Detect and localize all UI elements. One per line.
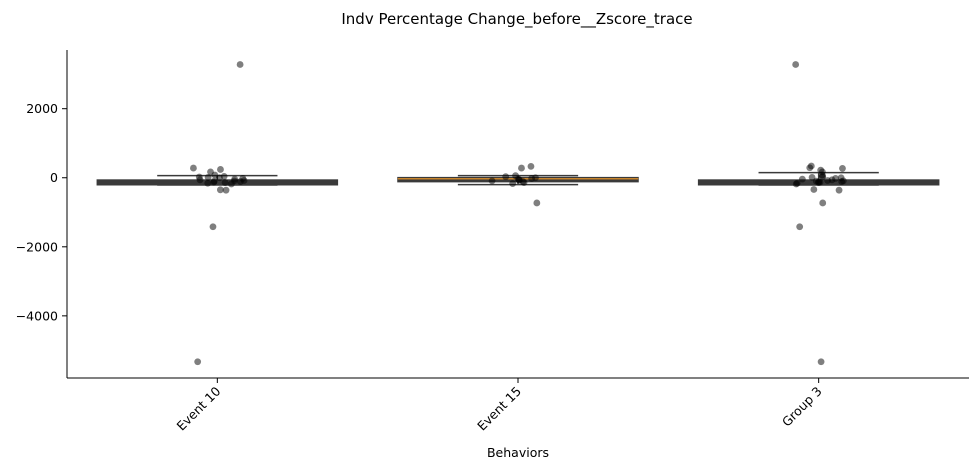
data-point xyxy=(796,223,804,231)
y-tick-label: −2000 xyxy=(16,239,58,254)
data-point xyxy=(527,162,535,170)
data-point xyxy=(236,61,244,68)
data-point xyxy=(236,178,244,185)
data-point xyxy=(798,175,806,183)
x-axis-label: Behaviors xyxy=(487,445,549,460)
data-point xyxy=(204,179,212,187)
data-point xyxy=(818,173,826,181)
points-group-3 xyxy=(792,61,847,366)
data-point xyxy=(838,178,846,185)
data-point xyxy=(839,165,846,172)
data-point xyxy=(216,186,224,194)
data-point xyxy=(810,186,818,193)
data-point xyxy=(221,179,229,186)
data-point xyxy=(817,358,825,366)
x-tick-label: Event 15 xyxy=(474,384,524,434)
data-point xyxy=(528,175,536,182)
points-group-1 xyxy=(190,61,248,366)
data-point xyxy=(819,199,827,207)
data-point xyxy=(792,61,800,68)
x-tick-label: Event 10 xyxy=(173,383,223,433)
data-point xyxy=(222,186,230,194)
data-point xyxy=(227,180,235,188)
data-point xyxy=(217,166,224,173)
data-point xyxy=(533,199,541,207)
data-point xyxy=(835,186,843,194)
data-point xyxy=(518,164,525,172)
data-point xyxy=(190,164,197,172)
plot-area xyxy=(96,61,940,366)
data-point xyxy=(502,173,510,181)
data-point xyxy=(792,180,800,188)
axes: 2000 0 −2000 −4000 Event 10 Event 15 Group 3 xyxy=(16,50,969,434)
points-group-2 xyxy=(488,162,541,207)
x-tick-label: Group 3 xyxy=(779,384,825,430)
data-point xyxy=(210,178,218,186)
data-point xyxy=(815,179,822,186)
data-point xyxy=(204,174,212,181)
data-point xyxy=(824,177,832,184)
data-point xyxy=(194,358,202,366)
data-point xyxy=(806,164,814,172)
data-point xyxy=(520,179,528,186)
data-point xyxy=(196,176,204,184)
data-point xyxy=(209,223,217,231)
chart-title: Indv Percentage Change_before__Zscore_tr… xyxy=(341,10,692,29)
y-tick-label: −4000 xyxy=(16,308,58,323)
data-point xyxy=(509,180,517,188)
y-tick-label: 2000 xyxy=(26,101,58,116)
data-point xyxy=(216,174,223,182)
y-tick-label: 0 xyxy=(50,170,58,185)
data-point xyxy=(488,177,496,185)
